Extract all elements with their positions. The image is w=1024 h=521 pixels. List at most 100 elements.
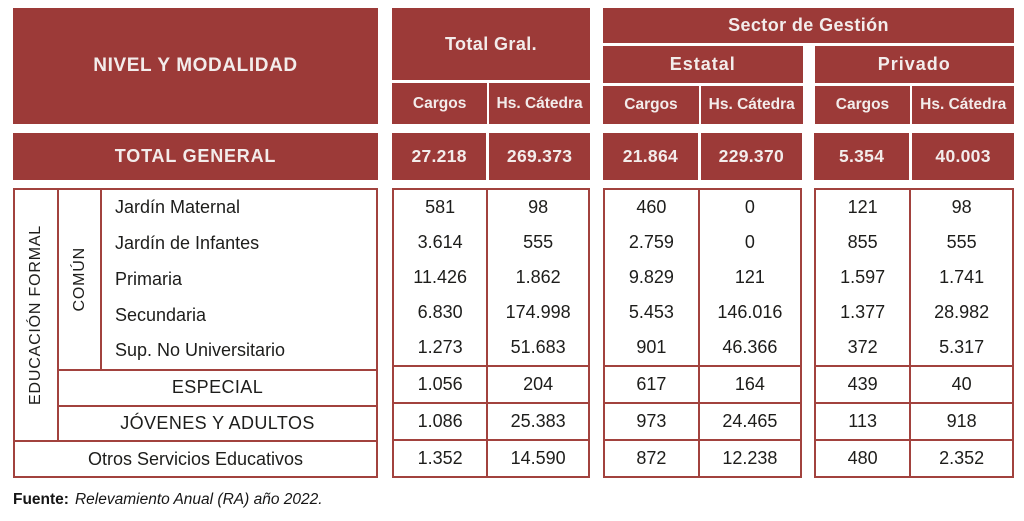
value-cell: 204 [523, 374, 554, 394]
total-general-label: TOTAL GENERAL [13, 133, 378, 180]
table-row: 1.086 25.383 [394, 402, 588, 439]
header-group-sector-de-gestion: Sector de Gestión Estatal Cargos Hs. Cát… [603, 8, 1014, 124]
source-note: Fuente: Relevamiento Anual (RA) año 2022. [13, 491, 1014, 509]
value-cell: 40.003 [912, 133, 1014, 180]
value-cell: 372 [816, 330, 912, 365]
value-cell: 174.998 [505, 302, 571, 322]
value-cell: 46.366 [722, 337, 778, 357]
source-label: Fuente: [13, 491, 69, 508]
table-row: 5.453 146.016 [605, 295, 800, 330]
value-cell: 24.465 [722, 411, 778, 431]
value-cell: 1.597 [816, 260, 912, 295]
body-block-estatal: 460 0 2.759 0 9.829 121 5.453 146.016 901 46.… [603, 188, 802, 478]
nivel-modalidad-label-block: EDUCACIÓN FORMAL COMÚN Jardín Maternal J… [13, 188, 378, 478]
value-cell: 40 [951, 374, 972, 394]
row-label-jardin-maternal: Jardín Maternal [115, 197, 241, 218]
value-cell: 1.741 [939, 267, 985, 287]
value-cell: 5.317 [939, 337, 985, 357]
table-row: 1.056 204 [394, 365, 588, 402]
value-cell: 3.614 [394, 225, 489, 260]
sector-columns: Estatal Cargos Hs. Cátedra Privado Cargo… [603, 46, 1014, 124]
table-row: 1.597 1.741 [816, 260, 1012, 295]
value-cell: 855 [816, 225, 912, 260]
value-cell: 229.370 [700, 133, 802, 180]
value-cell: 51.683 [510, 337, 566, 357]
value-cell: 14.590 [510, 448, 566, 468]
table-row: 113 918 [816, 402, 1012, 439]
table-row: 872 12.238 [605, 439, 800, 476]
table-row: 2.759 0 [605, 225, 800, 260]
row-label-jardin-de-infantes: Jardín de Infantes [115, 233, 260, 254]
value-cell: 9.829 [605, 260, 700, 295]
header-group-estatal: Estatal Cargos Hs. Cátedra [603, 46, 803, 124]
value-cell: 1.056 [394, 367, 489, 402]
value-cell: 113 [816, 404, 912, 439]
header-cell-cargos: Cargos [603, 86, 699, 124]
value-cell: 480 [816, 441, 912, 476]
privado-subheader: Cargos Hs. Cátedra [814, 86, 1014, 124]
table-row: 372 5.317 [816, 330, 1012, 365]
value-cell: 1.377 [816, 295, 912, 330]
table-header: NIVEL Y MODALIDAD Total Gral. Cargos Hs.… [13, 8, 1014, 124]
table-row: 480 2.352 [816, 439, 1012, 476]
total-gral-subheader: Cargos Hs. Cátedra [392, 83, 590, 124]
row-label-jovenes-y-adultos: JÓVENES Y ADULTOS [59, 404, 376, 441]
row-label-secundaria: Secundaria [115, 304, 207, 325]
value-cell: 6.830 [394, 295, 489, 330]
table-row: 1.273 51.683 [394, 330, 588, 365]
body-block-privado: 121 98 855 555 1.597 1.741 1.377 28.982 372 5… [814, 188, 1014, 478]
row-label-otros-servicios-educativos: Otros Servicios Educativos [15, 440, 376, 476]
table-row: 1.377 28.982 [816, 295, 1012, 330]
value-cell: 5.453 [605, 295, 700, 330]
source-text: Relevamiento Anual (RA) año 2022. [74, 491, 323, 508]
value-cell: 555 [523, 232, 554, 252]
header-cell-sector-de-gestion: Sector de Gestión [603, 8, 1014, 43]
table-row: 581 98 [394, 190, 588, 225]
table-row: 6.830 174.998 [394, 295, 588, 330]
table-row: 1.352 14.590 [394, 439, 588, 476]
value-cell: 1.273 [394, 330, 489, 365]
header-cell-total-gral: Total Gral. [392, 8, 590, 80]
value-cell: 918 [946, 411, 977, 431]
value-cell: 5.354 [814, 133, 910, 180]
value-cell: 146.016 [717, 302, 783, 322]
value-cell: 1.862 [515, 267, 561, 287]
value-cell: 973 [605, 404, 700, 439]
value-cell: 0 [744, 197, 755, 217]
value-cell: 28.982 [934, 302, 990, 322]
row-label-especial: ESPECIAL [59, 368, 376, 405]
value-cell: 1.352 [394, 441, 489, 476]
value-cell: 269.373 [489, 133, 590, 180]
value-cell: 581 [394, 190, 489, 225]
table-row: 121 98 [816, 190, 1012, 225]
table-row: 855 555 [816, 225, 1012, 260]
table-row: 3.614 555 [394, 225, 588, 260]
table-row: 9.829 121 [605, 260, 800, 295]
value-cell: 27.218 [392, 133, 487, 180]
header-cell-cargos: Cargos [392, 83, 488, 124]
group-cell-educacion-formal: EDUCACIÓN FORMAL [15, 190, 59, 441]
value-cell: 21.864 [603, 133, 698, 180]
value-cell: 901 [605, 330, 700, 365]
value-cell: 12.238 [722, 448, 778, 468]
row-label-sup-no-universitario: Sup. No Universitario [115, 340, 286, 361]
table-row: 11.426 1.862 [394, 260, 588, 295]
header-group-privado: Privado Cargos Hs. Cátedra [814, 46, 1014, 124]
table-row: 901 46.366 [605, 330, 800, 365]
table-body: EDUCACIÓN FORMAL COMÚN Jardín Maternal J… [13, 188, 1014, 478]
value-cell: 2.352 [939, 448, 985, 468]
value-cell: 164 [734, 374, 765, 394]
value-cell: 439 [816, 367, 912, 402]
value-cell: 0 [744, 232, 755, 252]
estatal-subheader: Cargos Hs. Cátedra [603, 86, 803, 124]
total-general-total-gral-values: 27.218 269.373 [392, 133, 590, 180]
value-cell: 872 [605, 441, 700, 476]
header-group-total-gral: Total Gral. Cargos Hs. Cátedra [392, 8, 590, 124]
header-cell-privado: Privado [814, 46, 1014, 83]
header-cell-nivel-y-modalidad: NIVEL Y MODALIDAD [13, 8, 378, 124]
header-cell-hs-catedra: Hs. Cátedra [912, 86, 1014, 124]
value-cell: 98 [951, 197, 972, 217]
total-general-row: TOTAL GENERAL 27.218 269.373 21.864 229.… [13, 133, 1014, 180]
value-cell: 25.383 [510, 411, 566, 431]
value-cell: 2.759 [605, 225, 700, 260]
